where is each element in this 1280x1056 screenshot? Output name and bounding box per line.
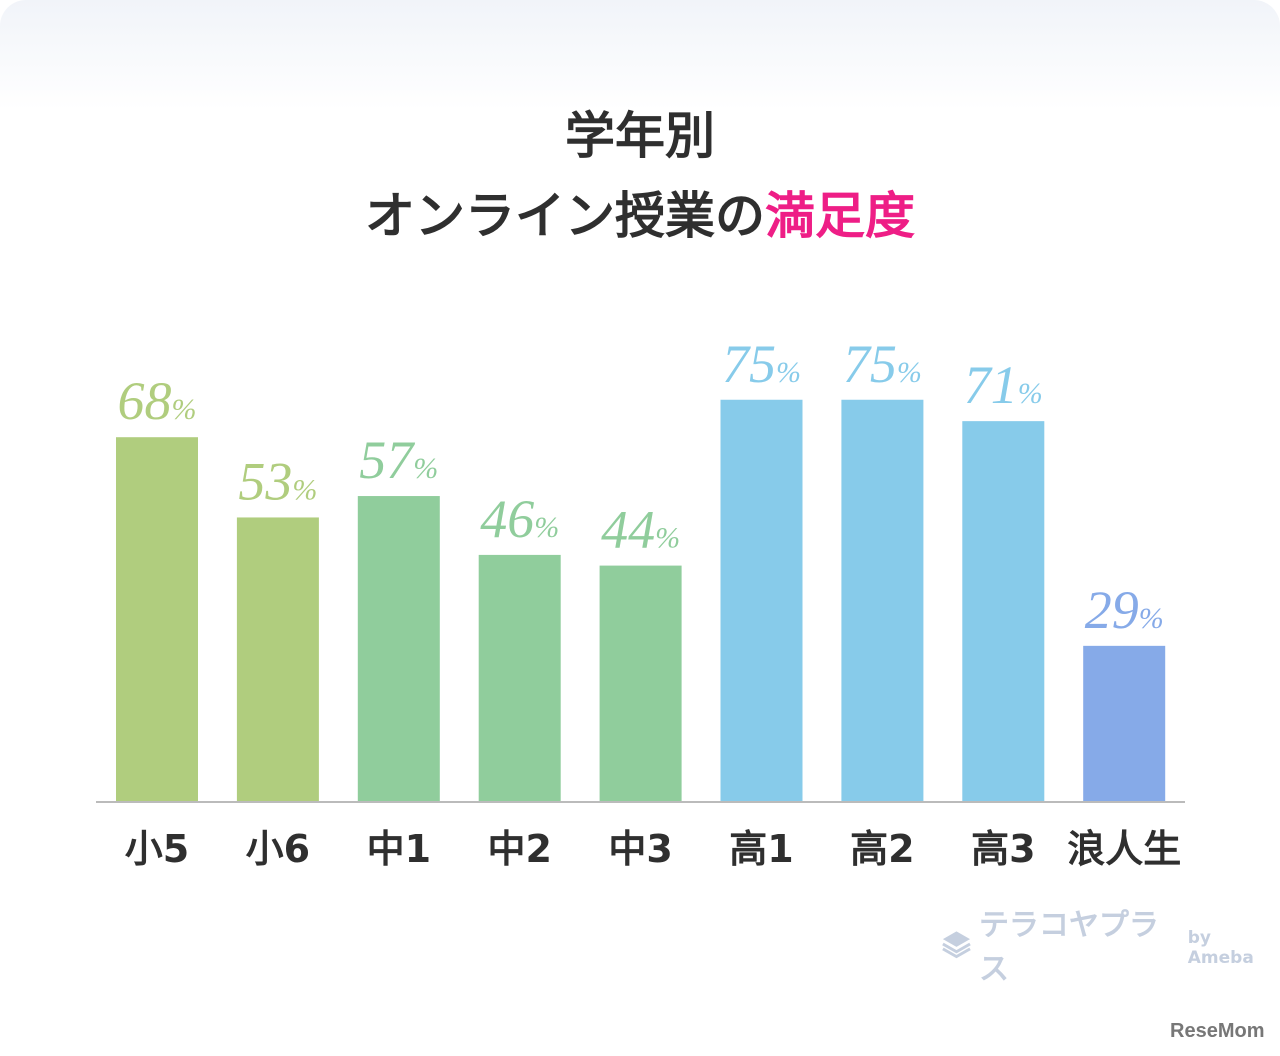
data-label: 53%: [238, 451, 317, 511]
data-label: 71%: [964, 355, 1043, 415]
bar: [357, 496, 440, 801]
resemom-logo: ReseMom: [1170, 1020, 1265, 1042]
bar: [720, 399, 803, 801]
x-tick-label: 高3: [971, 827, 1035, 871]
logo-text: テラコヤプラス: [978, 908, 1159, 987]
data-label: 29%: [1085, 580, 1164, 640]
bar: [841, 399, 924, 801]
bar: [1083, 645, 1166, 801]
terakoya-logo: テラコヤプラス by Ameba: [940, 900, 1280, 988]
bar: [478, 554, 561, 801]
x-tick-label: 浪人生: [1067, 827, 1181, 871]
data-label: 44%: [601, 500, 680, 560]
x-tick-label: 高2: [850, 827, 914, 871]
data-label: 68%: [118, 371, 197, 431]
x-tick-label: 小5: [125, 827, 189, 871]
subtitle-prefix: オンライン授業の: [365, 187, 765, 245]
data-label: 57%: [359, 430, 438, 490]
x-tick-label: 中3: [608, 827, 672, 871]
x-tick-label: 中1: [367, 827, 431, 871]
logo-by: by Ameba: [1187, 928, 1254, 968]
chart-title: 学年別: [565, 107, 715, 165]
chart-subtitle: オンライン授業の満足度: [0, 176, 1280, 248]
layers-icon: [942, 931, 971, 959]
data-label: 46%: [480, 489, 559, 549]
x-tick-label: 小6: [246, 827, 310, 871]
x-tick-label: 中2: [487, 827, 551, 871]
x-tick-label: 高1: [729, 827, 793, 871]
data-label: 75%: [843, 334, 922, 394]
bar: [599, 565, 682, 801]
subtitle-highlight: 満足度: [765, 187, 915, 245]
bar: [236, 517, 319, 801]
data-label: 75%: [722, 334, 801, 394]
bar: [116, 437, 198, 801]
bar: [962, 421, 1045, 801]
